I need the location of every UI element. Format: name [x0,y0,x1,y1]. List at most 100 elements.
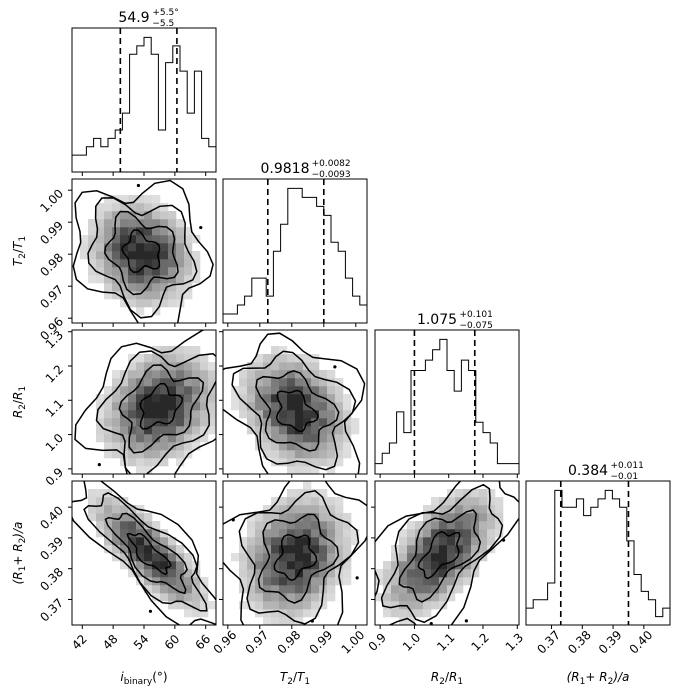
density-cell [152,450,161,459]
density-cell [279,442,288,451]
density-cell [319,529,328,538]
density-cell [104,529,113,538]
density-cell [152,370,161,379]
density-cell [128,195,137,204]
density-cell [463,577,472,586]
density-cell [104,505,113,514]
density-cell [144,370,153,379]
density-cell [279,418,288,427]
density-cell [136,513,145,522]
density-cell [383,601,392,610]
density-cell [423,561,432,570]
density-cell [343,561,352,570]
density-cell [415,521,424,530]
density-cell [303,442,312,451]
density-cell [423,585,432,594]
density-cell [144,211,153,220]
density-cell [152,521,161,530]
density-cell [311,402,320,411]
sample-point [310,619,314,623]
density-cell [295,609,304,618]
density-cell [104,434,113,443]
density-cell [391,585,400,594]
density-cell [176,243,185,252]
density-cell [439,545,448,554]
density-cell [152,569,161,578]
density-cell [104,259,113,268]
density-cell [279,346,288,355]
density-cell [295,466,304,474]
x-tick-label: 1.0 [400,630,423,653]
density-cell [335,426,344,435]
density-cell [303,601,312,610]
density-cell [303,481,312,490]
density-cell [144,394,153,403]
density-cell [279,497,288,506]
density-cell [120,561,129,570]
density-cell [184,235,193,244]
density-cell [271,386,280,395]
density-cell [152,299,161,308]
density-cell [160,362,169,371]
density-cell [479,505,488,514]
density-cell [136,235,145,244]
density-cell [255,426,264,435]
density-cell [279,617,288,625]
density-cell [104,195,113,204]
x-tick-label: 0.9 [366,630,389,653]
density-cell [487,529,496,538]
density-cell [311,593,320,602]
density-cell [160,354,169,363]
density-cell [455,537,464,546]
density-cell [136,195,145,204]
density-cell [184,251,193,260]
density-cell [287,585,296,594]
density-cell [431,561,440,570]
density-cell [439,593,448,602]
density-cell [495,521,504,530]
density-cell [184,402,193,411]
density-cell [160,537,169,546]
density-cell [407,593,416,602]
density-panel-r-a [374,480,520,626]
density-cell [447,553,456,562]
density-cell [152,386,161,395]
density-cell [144,553,153,562]
contour-line [273,533,318,582]
density-cell [423,545,432,554]
density-cell [335,513,344,522]
density-cell [423,529,432,538]
density-cell [487,537,496,546]
density-cell [160,410,169,419]
density-cell [287,609,296,618]
y-tick-label: 0.99 [37,218,66,247]
density-cell [176,426,185,435]
density-cell [120,505,129,514]
contour-line [417,530,461,580]
density-cell [319,434,328,443]
y-tick-label: 1.0 [43,431,66,454]
density-cell [327,529,336,538]
density-cell [88,235,97,244]
density-cell [335,410,344,419]
density-cell [463,513,472,522]
density-cell [383,561,392,570]
density-cell [192,601,201,610]
density-cell [439,553,448,562]
density-cell [295,386,304,395]
density-cell [239,537,248,546]
density-cell [136,442,145,451]
contour-line [257,513,340,604]
x-tick-label: 66 [193,632,214,653]
density-cell [136,545,145,554]
density-cell [303,553,312,562]
x-axis-label-radius-ratio: R2/R1 [431,670,463,687]
density-cell [112,203,121,212]
density-cell [391,553,400,562]
density-cell [136,243,145,252]
density-cell [271,617,280,625]
density-cell [152,291,161,300]
density-cell [303,434,312,443]
sample-point [97,463,101,467]
density-cell [200,426,209,435]
